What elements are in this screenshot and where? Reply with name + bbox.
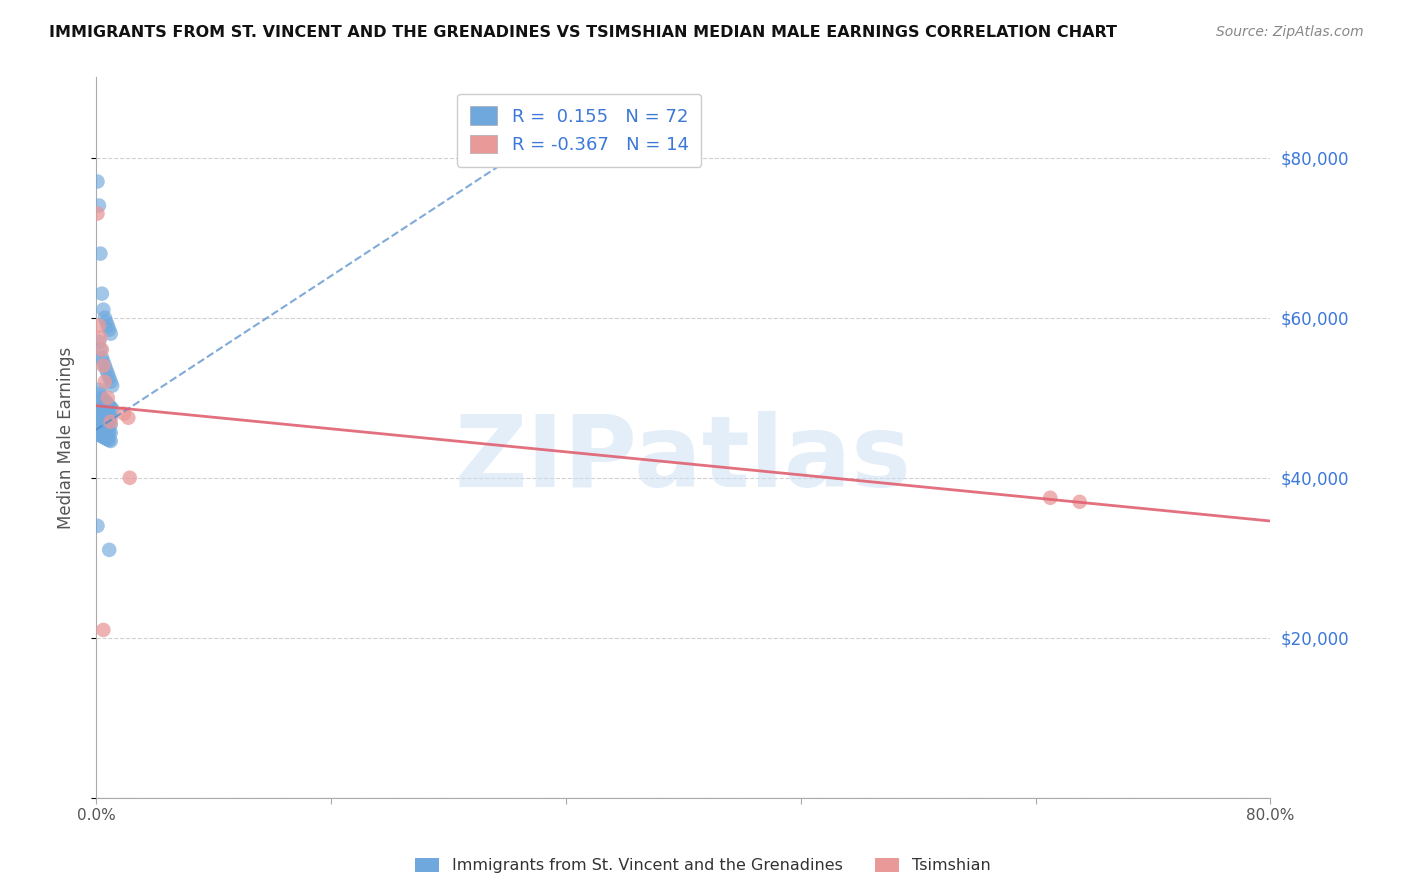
Point bbox=[87, 383, 110, 397]
Point bbox=[96, 408, 118, 422]
Point bbox=[86, 426, 108, 441]
Point bbox=[94, 431, 117, 445]
Point bbox=[94, 415, 117, 429]
Point bbox=[94, 407, 117, 421]
Point bbox=[93, 414, 115, 428]
Point bbox=[98, 433, 121, 447]
Point bbox=[94, 310, 117, 325]
Point bbox=[1069, 495, 1091, 509]
Point bbox=[86, 402, 108, 417]
Point bbox=[87, 334, 110, 349]
Point bbox=[96, 432, 118, 446]
Point bbox=[87, 198, 110, 212]
Point bbox=[93, 302, 115, 317]
Point bbox=[87, 419, 110, 434]
Point bbox=[100, 401, 122, 415]
Point bbox=[100, 425, 122, 440]
Point bbox=[96, 315, 118, 329]
Point bbox=[93, 359, 115, 373]
Point bbox=[96, 416, 118, 430]
Point bbox=[90, 413, 112, 427]
Point bbox=[98, 323, 121, 337]
Text: Source: ZipAtlas.com: Source: ZipAtlas.com bbox=[1216, 25, 1364, 39]
Point bbox=[97, 391, 120, 405]
Point bbox=[98, 417, 121, 431]
Point bbox=[100, 375, 122, 389]
Point bbox=[100, 434, 122, 448]
Point bbox=[89, 331, 111, 345]
Point bbox=[100, 417, 122, 432]
Point bbox=[97, 367, 120, 381]
Point bbox=[86, 410, 108, 425]
Point bbox=[89, 386, 111, 401]
Point bbox=[1039, 491, 1062, 505]
Point bbox=[98, 542, 121, 557]
Point bbox=[94, 375, 117, 389]
Point bbox=[98, 409, 121, 424]
Point bbox=[96, 424, 118, 438]
Point bbox=[112, 407, 135, 421]
Point bbox=[118, 471, 141, 485]
Y-axis label: Median Male Earnings: Median Male Earnings bbox=[58, 347, 75, 529]
Point bbox=[90, 429, 112, 443]
Text: IMMIGRANTS FROM ST. VINCENT AND THE GRENADINES VS TSIMSHIAN MEDIAN MALE EARNINGS: IMMIGRANTS FROM ST. VINCENT AND THE GREN… bbox=[49, 25, 1118, 40]
Point bbox=[98, 370, 121, 384]
Point bbox=[93, 623, 115, 637]
Point bbox=[97, 318, 120, 333]
Point bbox=[96, 362, 118, 376]
Point bbox=[97, 417, 120, 431]
Point bbox=[96, 395, 118, 409]
Point bbox=[90, 343, 112, 357]
Point bbox=[86, 418, 108, 433]
Text: ZIPatlas: ZIPatlas bbox=[454, 411, 911, 508]
Point bbox=[89, 428, 111, 442]
Point bbox=[93, 422, 115, 436]
Point bbox=[93, 392, 115, 407]
Point bbox=[90, 421, 112, 435]
Point bbox=[94, 359, 117, 373]
Point bbox=[87, 403, 110, 417]
Point bbox=[101, 401, 124, 416]
Point bbox=[100, 415, 122, 429]
Point bbox=[93, 406, 115, 420]
Point bbox=[94, 393, 117, 408]
Point bbox=[87, 318, 110, 333]
Point bbox=[100, 409, 122, 424]
Point bbox=[89, 412, 111, 426]
Point bbox=[89, 343, 111, 357]
Point bbox=[97, 397, 120, 411]
Point bbox=[90, 351, 112, 365]
Point bbox=[117, 410, 139, 425]
Point bbox=[93, 430, 115, 444]
Point bbox=[101, 378, 124, 392]
Point bbox=[89, 420, 111, 434]
Point bbox=[98, 399, 121, 413]
Legend: Immigrants from St. Vincent and the Grenadines, Tsimshian: Immigrants from St. Vincent and the Gren… bbox=[409, 851, 997, 880]
Point bbox=[86, 206, 108, 220]
Point bbox=[93, 354, 115, 368]
Point bbox=[90, 405, 112, 419]
Point bbox=[87, 427, 110, 442]
Point bbox=[86, 175, 108, 189]
Point bbox=[100, 326, 122, 341]
Point bbox=[97, 409, 120, 423]
Point bbox=[86, 518, 108, 533]
Point bbox=[97, 433, 120, 447]
Point bbox=[94, 423, 117, 437]
Point bbox=[90, 286, 112, 301]
Point bbox=[89, 404, 111, 418]
Point bbox=[90, 391, 112, 405]
Point bbox=[89, 246, 111, 260]
Point bbox=[98, 425, 121, 439]
Legend: R =  0.155   N = 72, R = -0.367   N = 14: R = 0.155 N = 72, R = -0.367 N = 14 bbox=[457, 94, 702, 167]
Point bbox=[87, 411, 110, 425]
Point bbox=[97, 425, 120, 439]
